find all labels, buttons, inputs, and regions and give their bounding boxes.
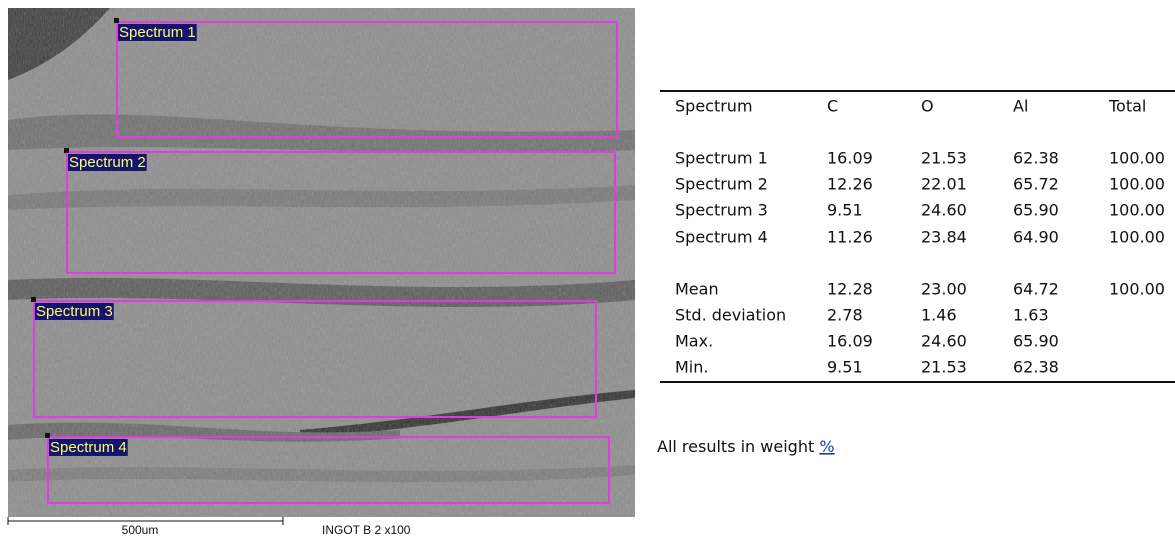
table-cell: 24.60	[921, 332, 967, 351]
table-cell: 21.53	[921, 149, 967, 168]
region-label: Spectrum 2	[69, 154, 146, 171]
region-marker	[31, 297, 36, 302]
note: All results in weight %	[657, 437, 835, 456]
caption: INGOT B 2 x100	[322, 523, 411, 537]
table-cell: Spectrum 4	[675, 228, 768, 247]
table-cell: 9.51	[827, 201, 863, 220]
table-cell: 1.63	[1013, 306, 1049, 325]
table-cell: 1.46	[921, 306, 957, 325]
table-cell: 65.90	[1013, 332, 1059, 351]
region-label: Spectrum 3	[36, 303, 113, 320]
table-cell: 100.00	[1109, 175, 1165, 194]
region-label: Spectrum 4	[50, 439, 127, 456]
region-marker	[64, 148, 69, 153]
note-text: All results in weight	[657, 437, 814, 456]
header-cell: Spectrum	[675, 97, 753, 116]
table-cell: 100.00	[1109, 201, 1165, 220]
table-cell: 2.78	[827, 306, 863, 325]
table-cell: 16.09	[827, 149, 873, 168]
table-cell: 62.38	[1013, 358, 1059, 377]
page: Spectrum 1 Spectrum 2 Spectrum 3 Spectrum 4…	[0, 0, 1175, 537]
header-cell: C	[827, 97, 838, 116]
table-cell: Spectrum 1	[675, 149, 768, 168]
table-cell: Max.	[675, 332, 713, 351]
table-cell: 23.84	[921, 228, 967, 247]
table-cell: 23.00	[921, 280, 967, 299]
table-cell: 12.26	[827, 175, 873, 194]
table-cell: 22.01	[921, 175, 967, 194]
table-cell: 100.00	[1109, 280, 1165, 299]
table-cell: 12.28	[827, 280, 873, 299]
header-cell: Total	[1108, 97, 1146, 116]
table-cell: 24.60	[921, 201, 967, 220]
table-cell: 100.00	[1109, 228, 1165, 247]
note-unit: %	[819, 437, 834, 456]
table-cell: 11.26	[827, 228, 873, 247]
table-cell: Std. deviation	[675, 306, 786, 325]
region-marker	[45, 433, 50, 438]
region-label: Spectrum 1	[119, 24, 196, 41]
table-cell: 64.90	[1013, 228, 1059, 247]
table-cell: 21.53	[921, 358, 967, 377]
scale-label: 500um	[122, 523, 159, 537]
table-cell: 62.38	[1013, 149, 1059, 168]
region-marker	[114, 18, 119, 23]
table-cell: Min.	[675, 358, 708, 377]
table-cell: 100.00	[1109, 149, 1165, 168]
table-cell: Spectrum 2	[675, 175, 768, 194]
table-cell: 9.51	[827, 358, 863, 377]
table-cell: 65.72	[1013, 175, 1059, 194]
table-cell: 16.09	[827, 332, 873, 351]
table-cell: Mean	[675, 280, 719, 299]
header-cell: Al	[1013, 97, 1028, 116]
table-cell: Spectrum 3	[675, 201, 768, 220]
table-cell: 65.90	[1013, 201, 1059, 220]
header-cell: O	[921, 97, 934, 116]
table-cell: 64.72	[1013, 280, 1059, 299]
